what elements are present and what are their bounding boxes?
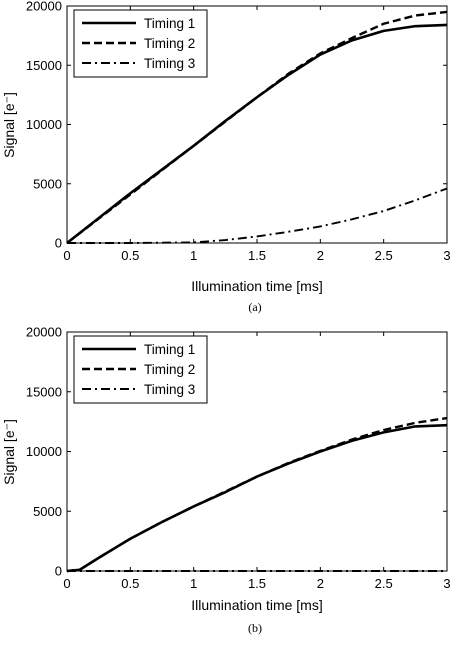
chart-panel-b: 0 0.5 1 1.5 2 2.5 3 0 5000 10000 15000 20000 Illumin… [1,325,451,636]
x-tick-label: 2 [317,248,324,263]
y-tick-label: 20000 [26,325,62,340]
y-tick-label: 0 [55,564,62,579]
series-line-timing-3 [67,187,448,244]
panel-caption: (b) [248,621,262,635]
y-axis-label: Signal [e⁻] [1,92,17,158]
x-tick-label: 1.5 [248,248,266,263]
legend-label: Timing 3 [144,382,195,397]
x-tick-label: 3 [443,248,450,263]
series-line-timing-2 [66,416,448,573]
x-tick-label: 1 [190,248,197,263]
x-axis-label: Illumination time [ms] [191,597,322,613]
y-tick-label: 15000 [26,384,62,399]
x-tick-label: 1 [190,576,197,591]
chart-panel-a: 0 0.5 1 1.5 2 2.5 3 0 5000 10000 15000 20000 Illumin… [1,0,451,314]
y-axis-label: Signal [e⁻] [1,419,17,485]
legend-label: Timing 1 [144,342,195,357]
y-tick-label: 10000 [26,117,62,132]
panel-caption: (a) [248,300,261,314]
legend-label: Timing 2 [144,36,195,51]
legend: Timing 1 Timing 2 Timing 3 [73,9,208,78]
legend-label: Timing 1 [144,16,195,31]
legend: Timing 1 Timing 2 Timing 3 [73,335,208,404]
y-tick-label: 10000 [26,444,62,459]
x-tick-label: 1.5 [248,576,266,591]
x-tick-label: 2.5 [375,248,393,263]
x-tick-label: 0.5 [121,576,139,591]
x-axis-label: Illumination time [ms] [191,278,322,294]
y-tick-label: 20000 [26,0,62,14]
x-tick-label: 0 [63,248,70,263]
series-line-timing-1 [66,423,448,573]
y-tick-label: 5000 [33,504,62,519]
x-tick-label: 2 [317,576,324,591]
series-line-timing-1 [66,23,448,245]
x-tick-label: 2.5 [375,576,393,591]
x-tick-label: 3 [443,576,450,591]
y-tick-label: 5000 [33,176,62,191]
series-line-timing-2 [66,10,448,244]
legend-label: Timing 2 [144,362,195,377]
legend-label: Timing 3 [144,56,195,71]
y-tick-label: 15000 [26,58,62,73]
x-tick-label: 0 [63,576,70,591]
x-tick-label: 0.5 [121,248,139,263]
y-tick-label: 0 [55,236,62,251]
